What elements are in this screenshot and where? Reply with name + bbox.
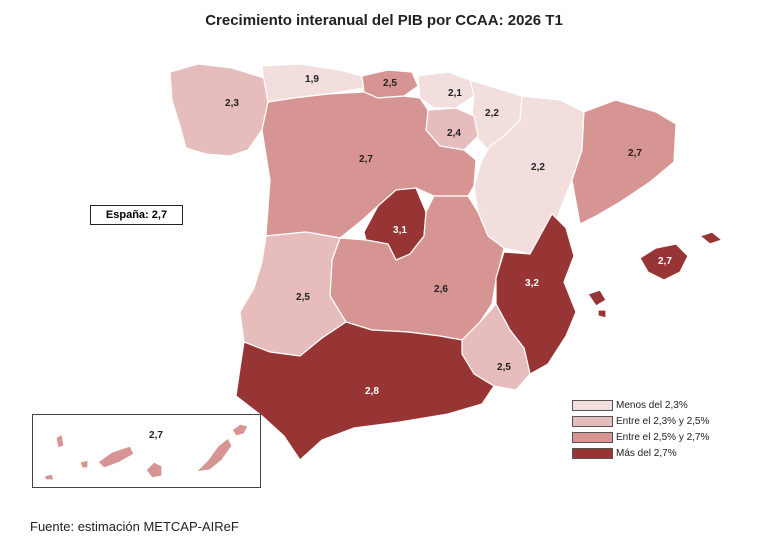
region-canarias-gran-canaria	[145, 461, 163, 479]
region-canarias-gomera	[79, 459, 89, 469]
region-baleares-menorca	[698, 231, 724, 245]
legend-item: Entre el 2,3% y 2,5%	[572, 414, 709, 429]
legend-label: Menos del 2,3%	[616, 400, 688, 411]
map-title: Crecimiento interanual del PIB por CCAA:…	[205, 12, 563, 29]
region-canarias-tenerife	[97, 445, 135, 469]
label-aragon: 2,2	[531, 162, 545, 173]
region-asturias	[261, 63, 365, 103]
legend-label: Entre el 2,3% y 2,5%	[616, 416, 710, 427]
region-andalucia	[235, 321, 495, 461]
label-castilla-mancha: 2,6	[434, 284, 448, 295]
legend-swatch	[572, 448, 613, 459]
label-galicia: 2,3	[225, 98, 239, 109]
region-canarias-lanzarote	[231, 423, 249, 437]
label-rioja: 2,4	[447, 128, 461, 139]
label-valencia: 3,2	[525, 278, 539, 289]
region-baleares	[639, 243, 689, 281]
label-cantabria: 2,5	[383, 78, 397, 89]
legend-swatch	[572, 416, 613, 427]
legend-label: Más del 2,7%	[616, 448, 677, 459]
region-cataluna	[571, 99, 677, 225]
label-madrid: 3,1	[393, 225, 407, 236]
region-pais-vasco	[417, 71, 475, 109]
region-canarias-hierro	[43, 473, 55, 481]
region-galicia	[169, 63, 269, 157]
label-andalucia: 2,8	[365, 386, 379, 397]
label-navarra: 2,2	[485, 108, 499, 119]
label-cataluna: 2,7	[628, 148, 642, 159]
legend-label: Entre el 2,5% y 2,7%	[616, 432, 710, 443]
label-canarias: 2,7	[149, 430, 163, 441]
legend-item: Más del 2,7%	[572, 446, 709, 461]
label-extremadura: 2,5	[296, 292, 310, 303]
canarias-inset	[32, 414, 261, 488]
region-canarias-fuerteventura	[194, 437, 233, 473]
label-pais-vasco: 2,1	[448, 88, 462, 99]
legend: Menos del 2,3% Entre el 2,3% y 2,5% Entr…	[572, 398, 709, 462]
region-baleares-formentera	[597, 309, 607, 319]
region-baleares-ibiza	[587, 289, 607, 307]
legend-swatch	[572, 432, 613, 443]
legend-swatch	[572, 400, 613, 411]
label-baleares: 2,7	[658, 256, 672, 267]
legend-item: Menos del 2,3%	[572, 398, 709, 413]
source-note: Fuente: estimación METCAP-AIReF	[30, 519, 239, 534]
label-murcia: 2,5	[497, 362, 511, 373]
spain-total-box: España: 2,7	[90, 205, 183, 225]
region-canarias-la-palma	[55, 432, 65, 449]
label-asturias: 1,9	[305, 74, 319, 85]
label-castilla-leon: 2,7	[359, 154, 373, 165]
legend-item: Entre el 2,5% y 2,7%	[572, 430, 709, 445]
